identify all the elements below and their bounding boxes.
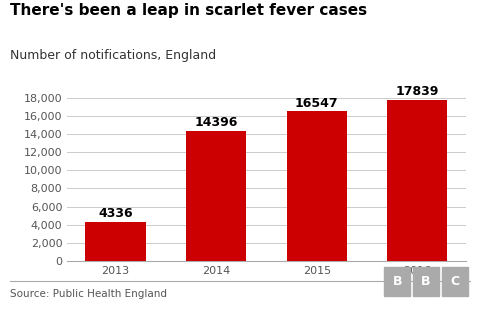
Bar — [85, 222, 145, 261]
Bar — [186, 131, 246, 261]
Text: B: B — [421, 275, 431, 288]
Text: 17839: 17839 — [396, 85, 439, 98]
Text: 16547: 16547 — [295, 97, 338, 110]
Text: C: C — [450, 275, 459, 288]
Text: 4336: 4336 — [98, 207, 133, 220]
Text: Source: Public Health England: Source: Public Health England — [10, 289, 167, 299]
Text: Number of notifications, England: Number of notifications, England — [10, 49, 216, 62]
Bar — [287, 111, 347, 261]
Bar — [387, 100, 447, 261]
Text: There's been a leap in scarlet fever cases: There's been a leap in scarlet fever cas… — [10, 3, 367, 18]
Text: B: B — [393, 275, 402, 288]
Text: 14396: 14396 — [194, 116, 238, 129]
